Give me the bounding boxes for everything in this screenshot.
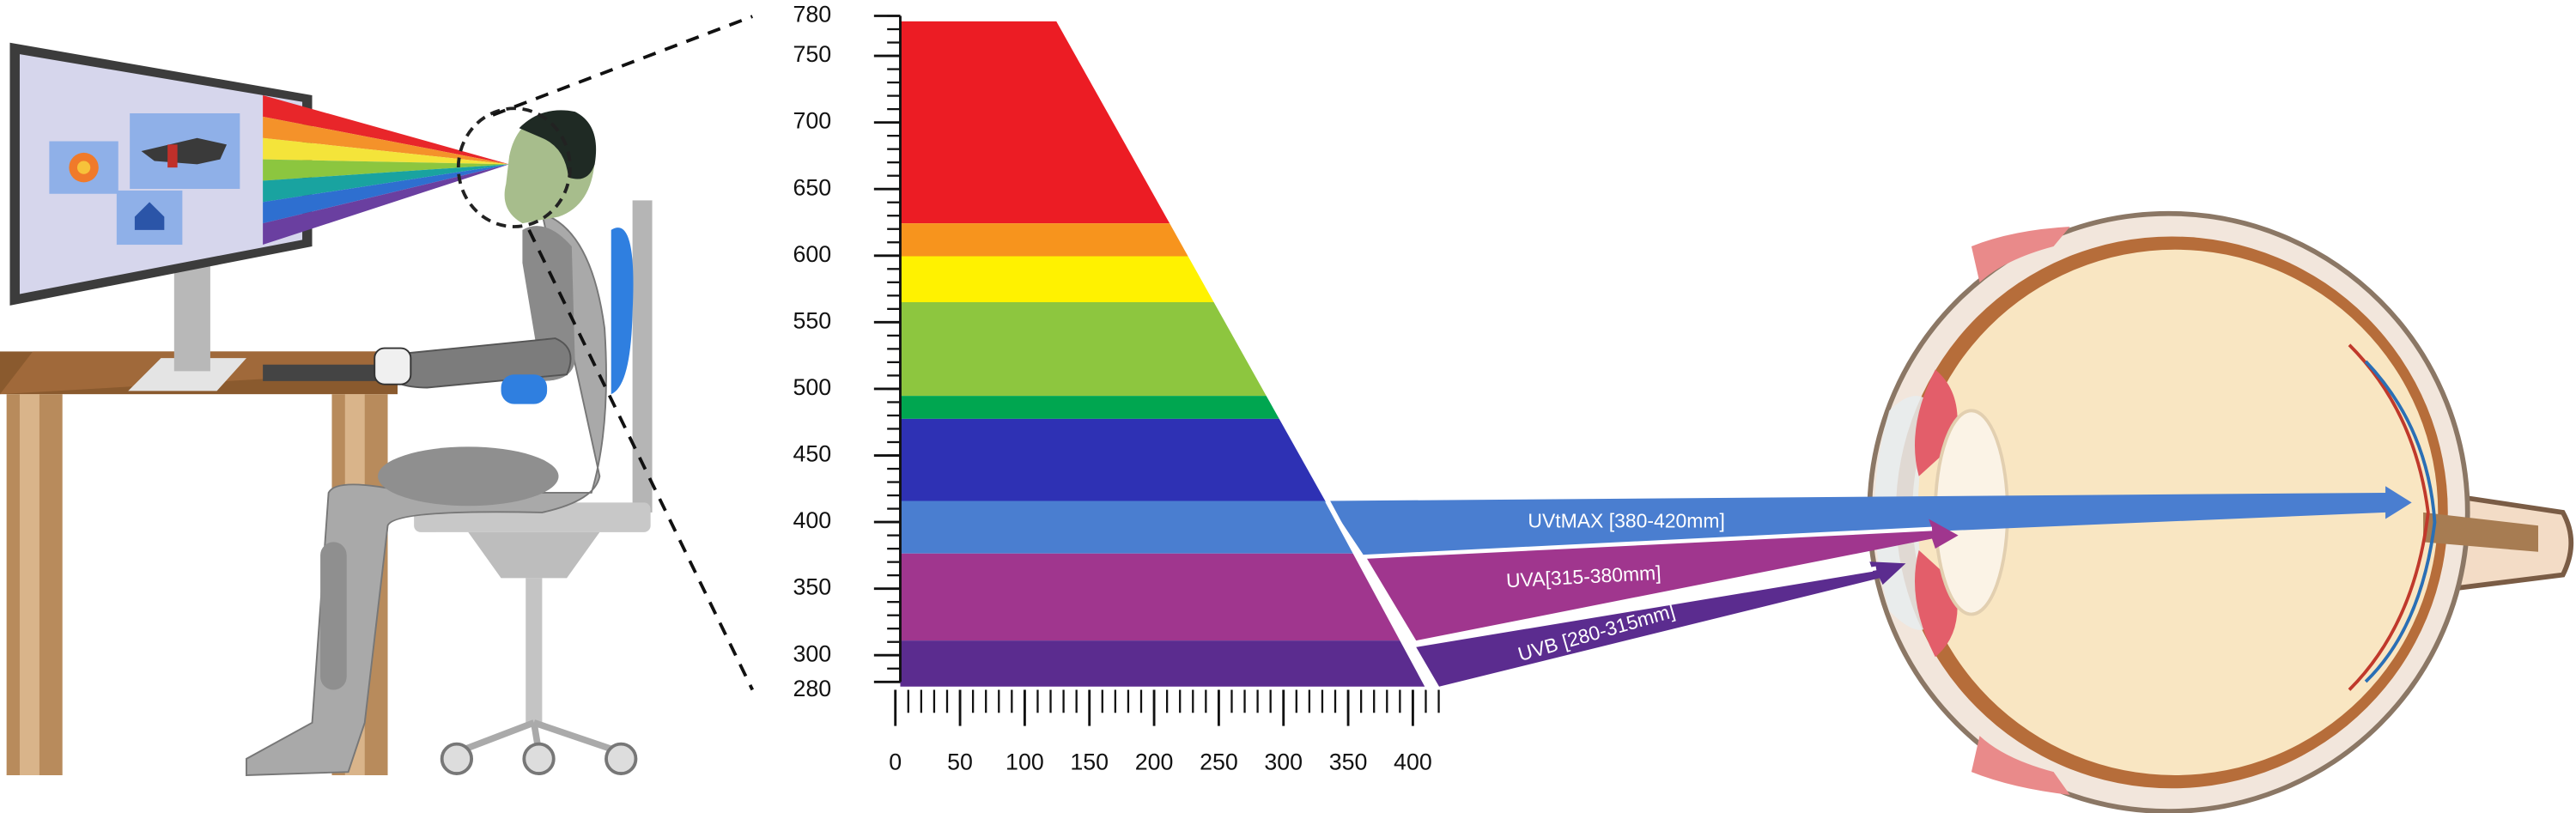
y-tick-label: 450 xyxy=(793,441,831,467)
house-icon xyxy=(134,202,165,230)
chair-back-post xyxy=(632,200,653,513)
spectrum-band xyxy=(900,223,1188,257)
y-tick-label: 300 xyxy=(793,640,831,666)
spectrum-bands xyxy=(900,21,1430,687)
x-tick-label: 150 xyxy=(1070,749,1109,775)
chair-wheel xyxy=(440,742,474,775)
y-tick-label: 500 xyxy=(793,374,831,400)
spectrum-band xyxy=(900,21,1170,224)
separator xyxy=(1363,526,1933,559)
spectrum-band xyxy=(900,302,1267,397)
chair-base xyxy=(468,531,600,579)
chair-wheel xyxy=(605,742,638,775)
keyboard xyxy=(263,364,381,381)
x-tick-label: 300 xyxy=(1264,749,1303,775)
y-tick-label: 280 xyxy=(793,676,831,701)
desk-leg-highlight xyxy=(19,394,39,775)
chair-column xyxy=(526,578,543,726)
person-thigh xyxy=(378,446,559,507)
muscle xyxy=(1971,227,2070,283)
plane-icon xyxy=(141,137,228,165)
y-tick-label: 550 xyxy=(793,307,831,333)
zoom-line xyxy=(492,15,753,117)
y-tick-label: 700 xyxy=(793,108,831,134)
x-tick-label: 50 xyxy=(947,749,973,775)
chair-wheel xyxy=(522,742,556,775)
separator xyxy=(1413,566,1877,646)
person-hair xyxy=(519,110,597,179)
y-tick-label: 600 xyxy=(793,241,831,267)
separator xyxy=(1325,500,1432,691)
y-tick-label: 780 xyxy=(793,2,831,27)
chair-armrest xyxy=(501,374,548,404)
uv-arrow xyxy=(1327,486,2412,555)
workstation-scene xyxy=(0,15,754,776)
x-tick-label: 350 xyxy=(1329,749,1368,775)
monitor-stand xyxy=(173,259,210,372)
light-cone xyxy=(263,94,510,246)
muscle xyxy=(1971,736,2070,795)
uv-arrow xyxy=(1366,519,1959,641)
light-ray xyxy=(263,94,510,165)
uv-arrow xyxy=(1416,561,1906,687)
spectrum-axes: 280 300 350 400 450 500 550 600 650 700 750 780 0 50 1… xyxy=(793,2,1440,775)
x-tick-label: 100 xyxy=(1005,749,1044,775)
zoom-circle xyxy=(456,106,572,228)
retinal-vessel xyxy=(2348,343,2430,691)
spectrum-band xyxy=(900,640,1430,687)
y-tick-label: 750 xyxy=(793,41,831,67)
y-tick-label: 400 xyxy=(793,507,831,533)
spectrum-band xyxy=(900,396,1279,419)
person-hand xyxy=(374,347,412,385)
spectrum-band xyxy=(900,256,1214,303)
person-shin xyxy=(320,542,347,690)
zoom-line xyxy=(527,229,754,691)
spectrum-band xyxy=(900,501,1355,554)
plane-wing xyxy=(167,144,178,168)
x-tick-label: 250 xyxy=(1200,749,1238,775)
x-tick-label: 0 xyxy=(889,749,902,775)
retinal-vessel xyxy=(2364,360,2437,683)
y-tick-label: 650 xyxy=(793,174,831,200)
y-tick-label: 350 xyxy=(793,574,831,600)
spectrum-band xyxy=(900,418,1326,501)
arrow-label: UVtMAX [380-420mm] xyxy=(1528,509,1724,531)
monitor-base xyxy=(128,358,246,391)
x-tick-label: 200 xyxy=(1135,749,1174,775)
flower-center xyxy=(76,161,91,174)
light-ray xyxy=(263,159,510,181)
optic-disc xyxy=(2423,512,2538,552)
uv-arrows: UVtMAX [380-420mm]UVA[315-380mm]UVB [280… xyxy=(1325,486,2412,691)
spectrum-band xyxy=(900,553,1404,641)
chair-back xyxy=(611,228,634,395)
x-tick-label: 400 xyxy=(1394,749,1432,775)
